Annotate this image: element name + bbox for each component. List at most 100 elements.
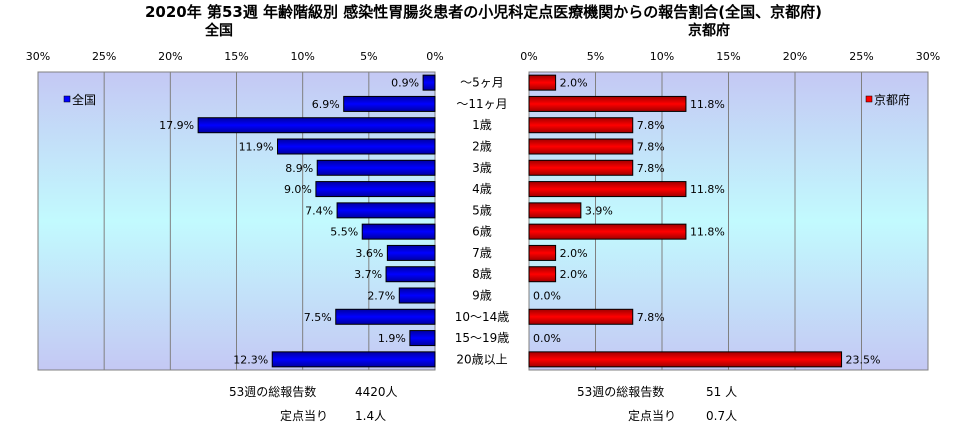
kyoto-bar — [528, 159, 634, 176]
kyoto-per-label: 定点当り — [628, 409, 677, 423]
national-legend-swatch — [63, 95, 71, 103]
kyoto-bar — [528, 244, 557, 261]
kyoto-value-label: 2.0% — [560, 247, 588, 260]
national-value-label: 1.9% — [378, 332, 406, 345]
national-bar — [197, 117, 436, 134]
national-legend: 全国 — [63, 92, 96, 107]
kyoto-bar — [528, 308, 634, 325]
national-bar — [335, 308, 436, 325]
national-bar — [409, 330, 436, 347]
national-value-label: 3.7% — [354, 268, 382, 281]
kyoto-bar — [528, 202, 582, 219]
national-bar — [386, 244, 436, 261]
national-total-value: 4420人 — [355, 385, 398, 399]
national-bar — [271, 351, 436, 368]
kyoto-bar — [528, 223, 687, 240]
kyoto-total-value: 51 人 — [706, 385, 738, 399]
national-value-label: 0.9% — [391, 77, 419, 90]
national-per-label: 定点当り — [280, 409, 329, 423]
kyoto-value-label: 23.5% — [846, 353, 881, 366]
kyoto-total-label: 53週の総報告数 — [577, 385, 665, 399]
kyoto-value-label: 7.8% — [637, 162, 665, 175]
kyoto-bar — [528, 138, 634, 155]
category-label: 3歳 — [472, 161, 492, 175]
national-value-label: 6.9% — [312, 98, 340, 111]
kyoto-value-label: 2.0% — [560, 268, 588, 281]
kyoto-tick-label: 20% — [783, 50, 807, 63]
page-title: 2020年 第53週 年齢階級別 感染性胃腸炎患者の小児科定点医療機関からの報告… — [144, 3, 822, 21]
kyoto-tick-label: 30% — [916, 50, 940, 63]
kyoto-value-label: 11.8% — [690, 183, 725, 196]
national-value-label: 11.9% — [239, 141, 274, 154]
national-bar — [385, 266, 436, 283]
national-bar — [343, 95, 436, 112]
national-panel-title: 全国 — [205, 23, 233, 39]
kyoto-legend-swatch — [865, 95, 873, 103]
national-total-label: 53週の総報告数 — [229, 385, 317, 399]
kyoto-tick-label: 0% — [520, 50, 537, 63]
national-bar — [422, 74, 436, 91]
category-label: ～11ヶ月 — [456, 97, 507, 111]
national-legend-label: 全国 — [72, 92, 96, 107]
national-bar — [315, 181, 436, 198]
category-label: 1歳 — [472, 118, 492, 132]
category-label: 15～19歳 — [455, 331, 510, 345]
national-value-label: 8.9% — [285, 162, 313, 175]
kyoto-value-label: 2.0% — [560, 77, 588, 90]
national-value-label: 3.6% — [355, 247, 383, 260]
kyoto-value-label: 7.8% — [637, 119, 665, 132]
national-value-label: 7.5% — [304, 311, 332, 324]
category-label: 5歳 — [472, 203, 492, 217]
national-tick-label: 10% — [290, 50, 314, 63]
national-value-label: 9.0% — [284, 183, 312, 196]
national-bar — [398, 287, 436, 304]
category-label: ～5ヶ月 — [460, 76, 504, 90]
national-tick-label: 25% — [92, 50, 116, 63]
national-value-label: 12.3% — [233, 353, 268, 366]
national-value-label: 2.7% — [367, 290, 395, 303]
kyoto-bar — [528, 95, 687, 112]
national-tick-label: 30% — [26, 50, 50, 63]
kyoto-tick-label: 10% — [650, 50, 674, 63]
kyoto-value-label: 11.8% — [690, 98, 725, 111]
kyoto-legend-label: 京都府 — [874, 92, 910, 107]
kyoto-legend: 京都府 — [865, 92, 910, 107]
kyoto-bar — [528, 181, 687, 198]
kyoto-bar — [528, 74, 557, 91]
national-bar — [361, 223, 436, 240]
kyoto-bar — [528, 266, 557, 283]
kyoto-tick-label: 25% — [849, 50, 873, 63]
kyoto-panel-title: 京都府 — [688, 23, 730, 39]
national-per-value: 1.4人 — [355, 409, 387, 423]
category-label: 2歳 — [472, 140, 492, 154]
national-tick-label: 20% — [158, 50, 182, 63]
category-label: 20歳以上 — [456, 352, 507, 366]
national-bar — [277, 138, 436, 155]
kyoto-bar — [528, 351, 843, 368]
category-label: 9歳 — [472, 289, 492, 303]
kyoto-value-label: 0.0% — [533, 290, 561, 303]
kyoto-value-label: 0.0% — [533, 332, 561, 345]
national-tick-label: 5% — [360, 50, 377, 63]
national-bar — [336, 202, 436, 219]
national-value-label: 17.9% — [159, 119, 194, 132]
category-label: 4歳 — [472, 182, 492, 196]
kyoto-tick-label: 5% — [587, 50, 604, 63]
national-tick-label: 0% — [426, 50, 443, 63]
kyoto-value-label: 7.8% — [637, 311, 665, 324]
category-label: 6歳 — [472, 225, 492, 239]
category-label: 8歳 — [472, 267, 492, 281]
national-value-label: 7.4% — [305, 204, 333, 217]
category-label: 7歳 — [472, 246, 492, 260]
category-label: 10～14歳 — [455, 310, 510, 324]
kyoto-value-label: 11.8% — [690, 226, 725, 239]
kyoto-per-value: 0.7人 — [706, 409, 738, 423]
kyoto-bar — [528, 117, 634, 134]
kyoto-tick-label: 15% — [716, 50, 740, 63]
national-value-label: 5.5% — [330, 226, 358, 239]
national-tick-label: 15% — [224, 50, 248, 63]
national-bar — [316, 159, 436, 176]
kyoto-value-label: 7.8% — [637, 141, 665, 154]
kyoto-value-label: 3.9% — [585, 204, 613, 217]
